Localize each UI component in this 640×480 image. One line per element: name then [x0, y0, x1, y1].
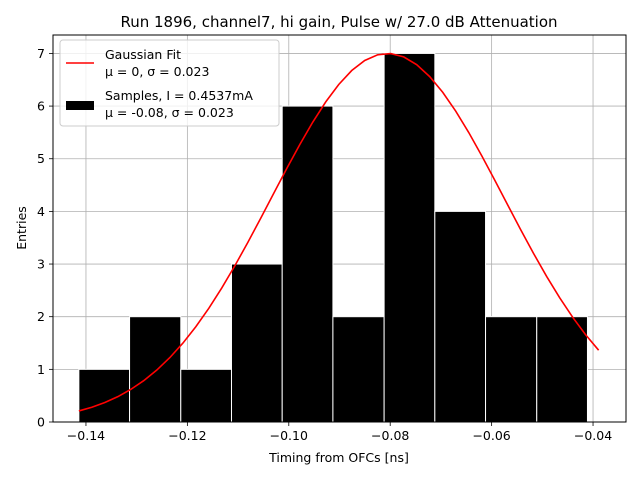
x-axis-label: Timing from OFCs [ns]: [268, 450, 409, 465]
x-tick-label: −0.14: [67, 428, 105, 443]
gaussian-fit: [78, 52, 600, 412]
y-tick-label: 7: [37, 46, 45, 61]
y-tick-label: 3: [37, 257, 45, 272]
legend-samples-label: Samples, I = 0.4537mA: [105, 88, 253, 103]
y-tick-label: 1: [37, 362, 45, 377]
legend: Gaussian Fit μ = 0, σ = 0.023 Samples, I…: [59, 39, 280, 127]
gaussian-fit-line: [78, 52, 600, 412]
histogram-bars: [78, 52, 588, 423]
histogram-bar: [485, 316, 538, 423]
legend-box: [59, 39, 280, 127]
histogram-bar: [180, 368, 232, 423]
legend-samples-stats: μ = -0.08, σ = 0.023: [105, 105, 234, 120]
legend-fit-label: Gaussian Fit: [105, 47, 181, 62]
x-tick-label: −0.06: [472, 428, 510, 443]
y-tick-label: 2: [37, 309, 45, 324]
x-tick-label: −0.04: [574, 428, 612, 443]
histogram-bar: [383, 52, 436, 423]
axis-ticks: −0.14 −0.12 −0.10 −0.08 −0.06 −0.04 0 1 2 3 4 5 6 7: [37, 46, 612, 443]
y-axis-label: Entries: [14, 206, 29, 250]
legend-samples-patch-swatch: [66, 101, 94, 110]
histogram-bar: [434, 210, 487, 423]
x-tick-label: −0.10: [270, 428, 308, 443]
y-tick-label: 5: [37, 151, 45, 166]
y-tick-label: 4: [37, 204, 45, 219]
histogram-bar: [332, 316, 385, 423]
y-tick-label: 0: [37, 415, 45, 430]
y-tick-label: 6: [37, 99, 45, 114]
histogram-bar: [230, 263, 283, 423]
x-tick-label: −0.08: [371, 428, 409, 443]
histogram-bar: [78, 368, 131, 423]
histogram-bar: [536, 316, 588, 423]
legend-fit-stats: μ = 0, σ = 0.023: [105, 64, 209, 79]
x-tick-label: −0.12: [168, 428, 206, 443]
histogram-bar: [281, 105, 334, 423]
histogram-bar: [129, 316, 182, 423]
axes-frame: [52, 34, 627, 423]
chart-title: Run 1896, channel7, hi gain, Pulse w/ 27…: [120, 13, 557, 31]
